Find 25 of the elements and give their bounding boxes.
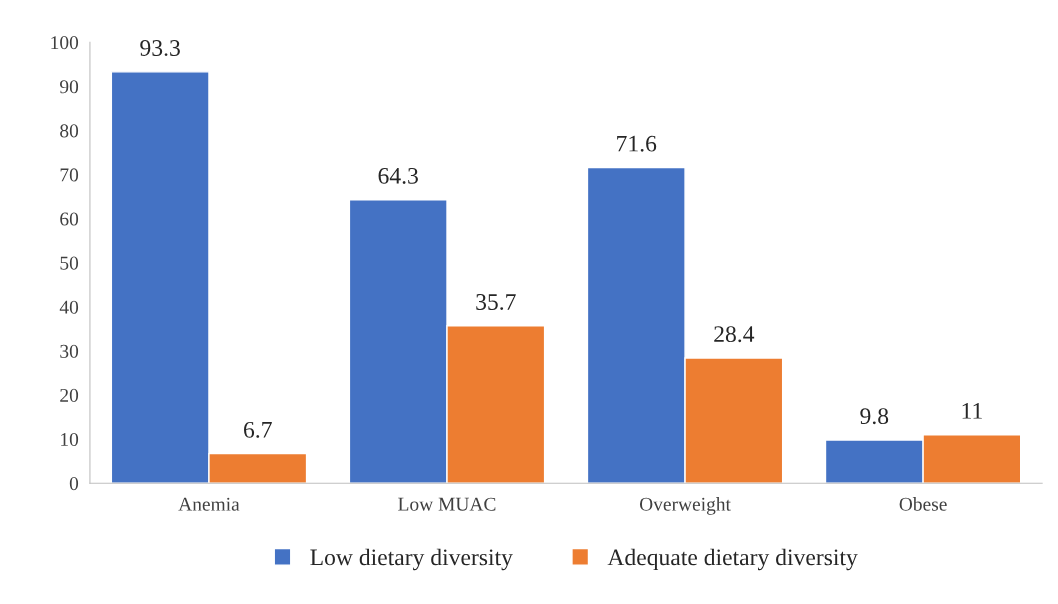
y-tick-label: 80 (60, 124, 79, 138)
data-label: 9.8 (860, 408, 889, 425)
y-tick-label: 10 (61, 432, 79, 447)
legend-label: Low dietary diversity (310, 548, 513, 571)
y-tick-label: 100 (51, 36, 79, 50)
data-label: 35.7 (476, 294, 516, 310)
y-tick-label: 40 (59, 300, 79, 314)
data-label: 71.6 (617, 135, 657, 152)
data-label: 28.4 (714, 326, 755, 343)
y-tick-label: 70 (60, 168, 79, 182)
x-tick-label: Low MUAC (398, 497, 496, 511)
y-tick-label: 90 (60, 80, 79, 94)
y-tick-label: 20 (60, 388, 79, 402)
y-tick-label: 50 (60, 256, 79, 270)
data-label: 93.3 (140, 40, 180, 57)
legend-label: Adequate dietary diversity (607, 548, 858, 571)
x-tick-label: Anemia (178, 497, 240, 511)
x-tick-label: Overweight (639, 497, 731, 515)
y-tick-label: 0 (69, 477, 79, 491)
x-tick-label: Obese (899, 497, 947, 511)
data-label: 64.3 (378, 167, 418, 184)
data-label: 6.7 (244, 421, 272, 438)
data-label: 11 (962, 402, 982, 419)
y-tick-label: 30 (60, 344, 79, 358)
y-tick-label: 60 (60, 212, 79, 226)
